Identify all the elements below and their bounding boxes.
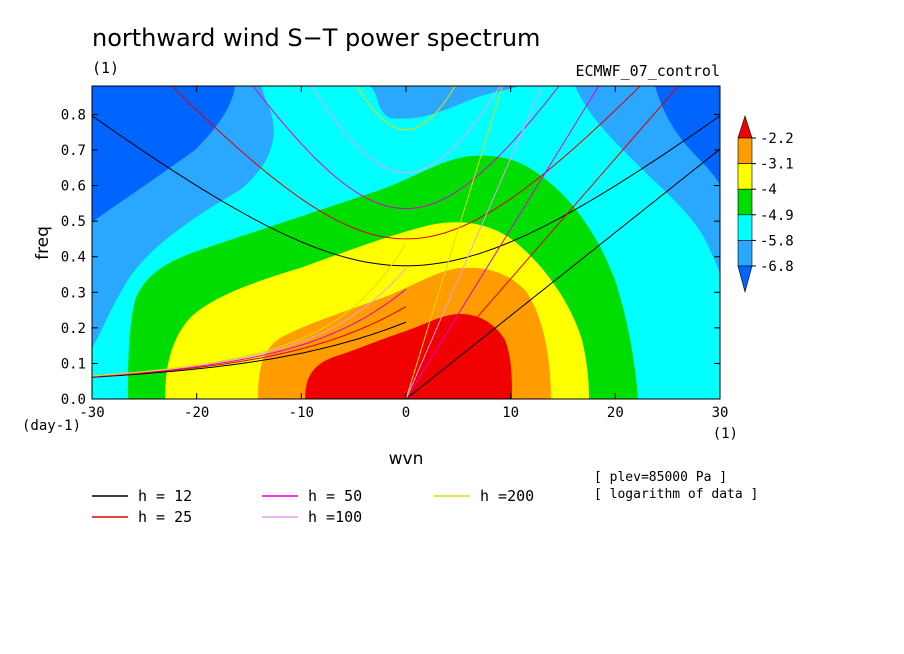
y-axis: 0.0 0.1 0.2 0.3 0.4 0.5 0.6 0.7 0.8	[61, 107, 720, 408]
colorbar-segment	[737, 214, 753, 241]
y-tick-label: 0.0	[61, 392, 86, 408]
colorbar-label: -4.9	[760, 208, 794, 224]
mrg-curve	[92, 306, 407, 378]
x-axis: -30 -20 -10 0 10 20 30	[79, 86, 728, 421]
inertio-gravity-curve	[252, 86, 560, 210]
x-tick-label: 30	[712, 405, 729, 421]
x-unit-label: (1)	[713, 426, 738, 442]
plot-area	[92, 86, 720, 399]
colorbar-segment	[737, 240, 753, 267]
legend: h = 12 h = 25 h = 50 h =100 h =200	[92, 487, 534, 526]
mrg-curve	[92, 243, 407, 377]
inertio-gravity-curve	[311, 86, 501, 174]
kelvin-curve	[405, 86, 543, 399]
dispersion-curves	[92, 86, 720, 399]
inertio-gravity-curve	[356, 86, 456, 131]
x-tick-label: -10	[289, 405, 314, 421]
y-tick-label: 0.3	[61, 285, 86, 301]
chart-subtitle-left: (1)	[92, 59, 119, 77]
colorbar-bottom-arrow	[737, 265, 753, 294]
mrg-curve	[92, 321, 407, 378]
y-tick-label: 0.6	[61, 179, 86, 195]
colorbar-segment	[737, 188, 753, 216]
colorbar-segment	[737, 163, 753, 190]
legend-label: h = 12	[138, 487, 192, 505]
colorbar-label: -4	[760, 182, 777, 198]
kelvin-curve	[405, 86, 503, 399]
colorbar-label: -2.2	[760, 131, 794, 147]
colorbar-segment	[737, 137, 753, 164]
y-axis-label: freq	[33, 226, 53, 260]
x-tick-label: 20	[607, 405, 624, 421]
legend-label: h = 50	[308, 487, 362, 505]
chart-title: northward wind S−T power spectrum	[92, 24, 540, 52]
kelvin-curve	[405, 86, 680, 399]
kelvin-curve	[405, 148, 720, 399]
colorbar: -2.2 -3.1 -4 -4.9 -5.8 -6.8	[737, 115, 794, 294]
x-tick-label: 0	[402, 405, 410, 421]
x-tick-label: -30	[79, 405, 104, 421]
y-tick-label: 0.7	[61, 143, 86, 159]
y-tick-label: 0.5	[61, 214, 86, 230]
y-unit-label: (day-1)	[22, 418, 81, 434]
colorbar-top-arrow	[737, 115, 753, 139]
y-tick-label: 0.4	[61, 250, 86, 266]
inertio-gravity-curve	[171, 86, 641, 240]
y-tick-label: 0.8	[61, 107, 86, 123]
y-tick-label: 0.2	[61, 321, 86, 337]
x-tick-label: -20	[184, 405, 209, 421]
y-tick-label: 0.1	[61, 356, 86, 372]
fill-gt-m2-2	[305, 313, 512, 399]
x-tick-label: 10	[502, 405, 519, 421]
inertio-gravity-curve	[92, 115, 720, 267]
legend-label: h = 25	[138, 508, 192, 526]
colorbar-label: -5.8	[760, 233, 794, 249]
chart-subtitle-right: ECMWF_07_control	[576, 62, 721, 80]
legend-label: h =200	[480, 487, 534, 505]
colorbar-label: -3.1	[760, 157, 794, 173]
kelvin-curve	[405, 86, 600, 399]
note-log: [ logarithm of data ]	[594, 487, 758, 502]
colorbar-label: -6.8	[760, 259, 794, 275]
legend-label: h =100	[308, 508, 362, 526]
note-plev: [ plev=85000 Pa ]	[594, 470, 727, 485]
x-axis-label: wvn	[389, 449, 424, 469]
